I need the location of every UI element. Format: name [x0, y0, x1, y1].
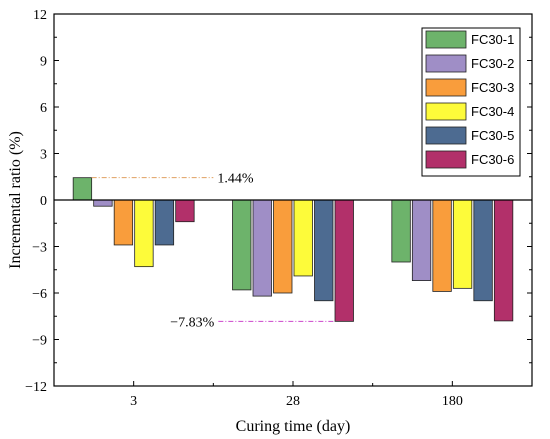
legend-swatch-FC30-1: [425, 30, 467, 49]
legend-swatch-FC30-6: [425, 150, 467, 169]
y-tick-label: 3: [40, 148, 47, 163]
bar-FC30-2-180: [411, 199, 432, 281]
bar-FC30-2-28: [252, 199, 272, 297]
bar-FC30-1-3: [72, 177, 93, 201]
legend-label-FC30-2: FC30-2: [471, 56, 514, 71]
bar-FC30-4-28: [293, 199, 313, 277]
bar-FC30-3-28: [273, 199, 293, 294]
y-axis-title: Incremental ratio (%): [7, 131, 24, 269]
bar-FC30-6-28: [334, 199, 354, 322]
bar-FC30-6-3: [175, 199, 195, 223]
bar-FC30-3-180: [432, 199, 452, 292]
x-tick-label: 3: [130, 394, 137, 409]
y-tick-label: 12: [33, 8, 47, 23]
bar-FC30-5-3: [154, 199, 175, 246]
bar-FC30-3-3: [113, 199, 134, 246]
annotation-label-1: −7.83%: [170, 315, 214, 330]
y-tick-label: 0: [40, 194, 47, 209]
legend-swatch-FC30-3: [425, 78, 467, 97]
y-tick-label: −6: [32, 287, 47, 302]
bar-FC30-4-180: [452, 199, 473, 289]
y-tick-label: 9: [40, 55, 47, 70]
legend-label-FC30-5: FC30-5: [471, 128, 514, 143]
bar-FC30-1-28: [232, 199, 252, 291]
bar-FC30-4-3: [134, 199, 154, 268]
annotations-layer: 1.44% −7.83%: [91, 172, 335, 330]
legend-swatch-FC30-5: [425, 126, 467, 145]
y-tick-label: 6: [40, 101, 47, 116]
x-tick-label: 28: [286, 394, 300, 409]
x-tick-label: 180: [442, 394, 463, 409]
bar-FC30-6-180: [493, 199, 514, 322]
bar-FC30-1-180: [391, 199, 411, 263]
axes-layer: −12 −9 −6 −3 0 3 6 9 12 3 28 180: [25, 8, 533, 409]
legend-swatch-FC30-4: [425, 102, 467, 121]
legend-label-FC30-4: FC30-4: [471, 104, 514, 119]
bars-layer: [72, 177, 514, 322]
y-tick-label: −9: [32, 334, 47, 349]
y-tick-label: −3: [32, 241, 47, 256]
bar-FC30-2-3: [93, 199, 113, 207]
legend: FC30-1 FC30-2 FC30-3 FC30-4 FC30-5 FC30-6: [421, 27, 521, 177]
legend-swatch-FC30-2: [425, 54, 467, 73]
annotation-label-0: 1.44%: [217, 172, 254, 187]
x-axis-title: Curing time (day): [236, 418, 351, 435]
bar-FC30-5-28: [314, 199, 334, 302]
bar-FC30-5-180: [473, 199, 493, 302]
legend-label-FC30-3: FC30-3: [471, 80, 514, 95]
legend-label-FC30-6: FC30-6: [471, 152, 514, 167]
legend-label-FC30-1: FC30-1: [471, 32, 514, 47]
y-tick-label: −12: [25, 380, 47, 395]
